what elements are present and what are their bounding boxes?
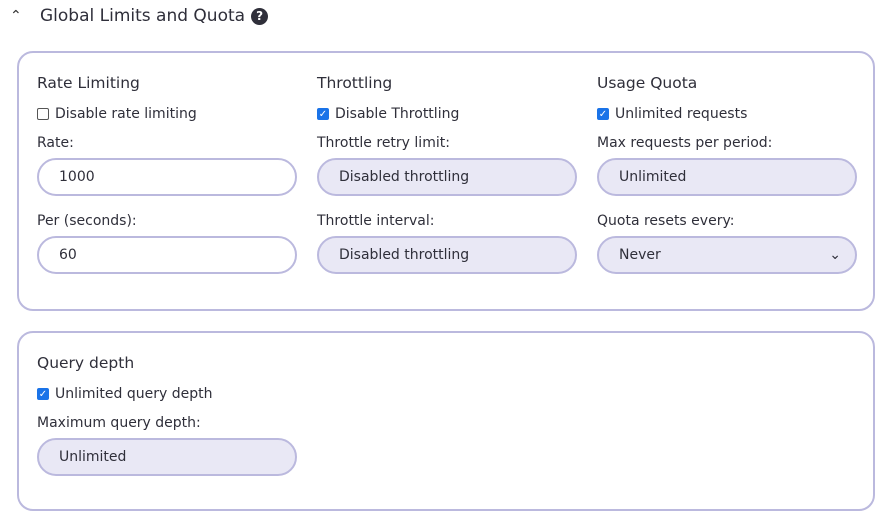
throttle-retry-label: Throttle retry limit:: [317, 135, 450, 151]
quota-resets-select[interactable]: Never ⌄: [597, 236, 857, 274]
per-seconds-input[interactable]: 60: [37, 236, 297, 274]
checkbox-unchecked-icon[interactable]: [37, 108, 49, 120]
chevron-up-icon[interactable]: ⌃: [10, 8, 22, 24]
checkbox-checked-icon[interactable]: ✓: [317, 108, 329, 120]
max-requests-label: Max requests per period:: [597, 135, 773, 151]
disable-throttling-checkbox[interactable]: ✓ Disable Throttling: [317, 106, 460, 122]
query-depth-panel: Query depth ✓ Unlimited query depth Maxim…: [17, 331, 875, 511]
section-header[interactable]: ⌃ Global Limits and Quota ?: [10, 4, 269, 28]
disable-rate-limiting-checkbox[interactable]: Disable rate limiting: [37, 106, 197, 122]
throttle-interval-input[interactable]: Disabled throttling: [317, 236, 577, 274]
query-depth-heading: Query depth: [37, 354, 135, 372]
unlimited-requests-checkbox[interactable]: ✓ Unlimited requests: [597, 106, 748, 122]
quota-resets-label: Quota resets every:: [597, 213, 735, 229]
checkbox-checked-icon[interactable]: ✓: [37, 388, 49, 400]
usage-quota-heading: Usage Quota: [597, 74, 698, 92]
throttling-heading: Throttling: [317, 74, 393, 92]
checkbox-checked-icon[interactable]: ✓: [597, 108, 609, 120]
per-label: Per (seconds):: [37, 213, 137, 229]
limits-panel: Rate Limiting Disable rate limiting Rate…: [17, 51, 875, 311]
rate-limiting-heading: Rate Limiting: [37, 74, 140, 92]
help-icon[interactable]: ?: [251, 7, 269, 25]
max-query-depth-input[interactable]: Unlimited: [37, 438, 297, 476]
throttle-interval-label: Throttle interval:: [317, 213, 435, 229]
max-query-depth-label: Maximum query depth:: [37, 415, 201, 431]
rate-input[interactable]: 1000: [37, 158, 297, 196]
rate-label: Rate:: [37, 135, 74, 151]
unlimited-query-depth-checkbox[interactable]: ✓ Unlimited query depth: [37, 386, 213, 402]
max-requests-input[interactable]: Unlimited: [597, 158, 857, 196]
section-title: Global Limits and Quota: [40, 6, 246, 26]
throttle-retry-input[interactable]: Disabled throttling: [317, 158, 577, 196]
chevron-down-icon: ⌄: [829, 247, 841, 263]
